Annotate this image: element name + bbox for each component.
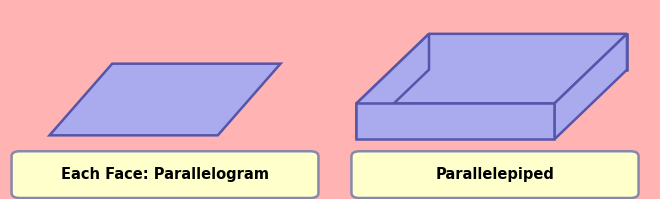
Polygon shape (50, 64, 280, 135)
Polygon shape (356, 34, 429, 139)
Polygon shape (356, 34, 627, 103)
Polygon shape (554, 34, 627, 139)
FancyBboxPatch shape (351, 151, 638, 198)
Text: Each Face: Parallelogram: Each Face: Parallelogram (61, 167, 269, 182)
Polygon shape (429, 34, 627, 70)
FancyBboxPatch shape (11, 151, 319, 198)
Text: Parallelepiped: Parallelepiped (436, 167, 554, 182)
Polygon shape (356, 103, 554, 139)
